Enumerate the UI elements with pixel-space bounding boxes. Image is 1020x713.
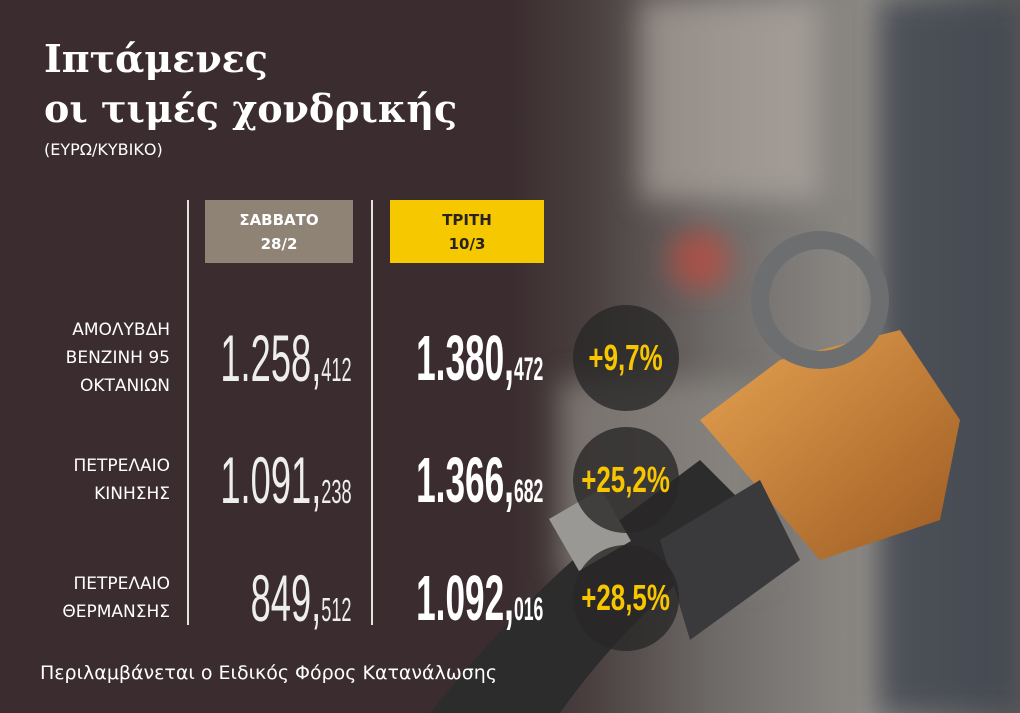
cell-value: 1.092,016 xyxy=(415,562,543,634)
row-label: ΠΕΤΡΕΛΑΙΟ xyxy=(73,574,170,594)
row-label: ΠΕΤΡΕΛΑΙΟ xyxy=(73,456,170,476)
column-header-line: ΤΡΙΤΗ xyxy=(442,211,492,229)
change-badge: +28,5% xyxy=(573,545,679,651)
change-value: +25,2% xyxy=(581,459,671,500)
subtitle: (ΕΥΡΩ/ΚΥΒΙΚΟ) xyxy=(44,140,163,159)
change-badge: +9,7% xyxy=(573,305,679,411)
row-label: ΒΕΝΖΙΝΗ 95 xyxy=(65,348,170,368)
change-value: +9,7% xyxy=(588,337,664,378)
footnote: Περιλαμβάνεται ο Ειδικός Φόρος Κατανάλωσ… xyxy=(40,662,497,684)
divider xyxy=(187,200,189,625)
title-line: Ιπτάμενες xyxy=(44,36,268,81)
title-line: οι τιμές χονδρικής xyxy=(44,86,458,131)
divider xyxy=(371,200,373,625)
cell-value: 849,512 xyxy=(251,561,352,635)
column-header-line: 10/3 xyxy=(448,235,486,253)
column-header: ΣΑΒΒΑΤΟ 28/2 xyxy=(205,200,353,263)
row-label: ΘΕΡΜΑΝΣΗΣ xyxy=(62,602,170,622)
cell-value: 1.258,412 xyxy=(220,321,352,395)
cell-value: 1.380,472 xyxy=(415,322,543,394)
cell-value: 1.366,682 xyxy=(415,444,543,516)
change-badge: +25,2% xyxy=(573,427,679,533)
column-header: ΤΡΙΤΗ 10/3 xyxy=(390,200,544,263)
change-value: +28,5% xyxy=(581,577,671,618)
row-label: ΚΙΝΗΣΗΣ xyxy=(94,484,170,504)
row-label: ΟΚΤΑΝΙΩΝ xyxy=(80,376,170,396)
column-header-line: ΣΑΒΒΑΤΟ xyxy=(239,211,319,229)
row-label: ΑΜΟΛΥΒΔΗ xyxy=(72,320,170,340)
cell-value: 1.091,238 xyxy=(220,443,352,517)
column-header-line: 28/2 xyxy=(260,235,298,253)
